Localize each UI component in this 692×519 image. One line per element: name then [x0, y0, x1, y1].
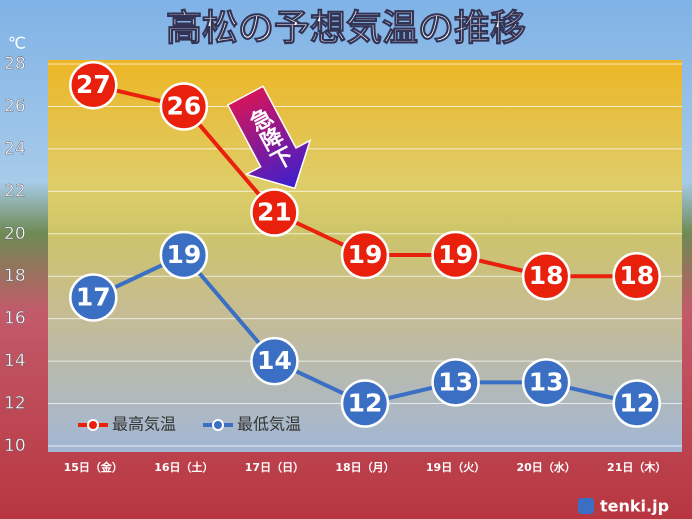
legend-label: 最高気温 — [112, 415, 176, 434]
data-label: 19 — [348, 240, 383, 269]
data-label: 12 — [348, 389, 383, 418]
legend-marker — [87, 419, 99, 431]
x-tick-label: 18日（月） — [335, 461, 394, 474]
logo-icon — [578, 498, 594, 514]
logo: tenki.jp — [578, 497, 669, 516]
legend-marker — [212, 419, 224, 431]
data-label: 26 — [166, 91, 201, 120]
y-tick-label: 16 — [4, 309, 26, 329]
arrow-shape — [226, 85, 312, 190]
data-point — [69, 60, 118, 110]
data-label: 18 — [619, 261, 654, 290]
data-point — [431, 230, 480, 280]
data-point — [159, 230, 209, 280]
y-tick-label: 18 — [4, 266, 26, 286]
x-tick-label: 20日（水） — [516, 460, 575, 474]
data-label: 14 — [257, 346, 292, 375]
data-point — [521, 251, 571, 301]
y-tick-label: 10 — [4, 436, 26, 456]
y-tick-label: 24 — [4, 139, 26, 159]
data-label: 12 — [619, 389, 654, 418]
source: tenki.jp — [600, 497, 669, 516]
data-label: 18 — [529, 261, 564, 290]
y-axis-label: ℃ — [8, 34, 26, 53]
y-tick-label: 22 — [4, 181, 26, 201]
data-point — [340, 379, 390, 428]
data-point — [431, 358, 480, 407]
data-point — [340, 230, 390, 280]
data-point — [69, 273, 118, 322]
data-label: 27 — [76, 70, 111, 99]
chart-title: 高松の予想気温の推移 — [166, 8, 526, 49]
x-tick-label: 15日（金） — [64, 460, 123, 474]
y-tick-label: 26 — [4, 96, 26, 116]
data-label: 19 — [438, 240, 473, 269]
x-tick-label: 17日（日） — [245, 461, 304, 474]
data-label: 13 — [529, 367, 564, 396]
y-tick-label: 20 — [4, 224, 26, 244]
data-point — [250, 188, 299, 237]
x-tick-label: 19日（火） — [426, 461, 485, 474]
x-tick-label: 16日（土） — [154, 460, 213, 474]
x-tick-label: 21日（木） — [607, 460, 666, 474]
data-point — [159, 82, 209, 131]
data-label: 17 — [76, 282, 111, 311]
data-label: 21 — [257, 198, 292, 227]
data-point — [250, 336, 299, 386]
data-point — [612, 379, 661, 428]
data-label: 13 — [438, 367, 473, 396]
y-tick-label: 14 — [4, 351, 26, 371]
y-tick-label: 12 — [4, 394, 26, 414]
y-tick-label: 28 — [4, 54, 26, 74]
legend-label: 最低気温 — [237, 415, 301, 434]
data-point — [612, 251, 661, 301]
data-point — [521, 358, 571, 407]
data-label: 19 — [166, 240, 201, 269]
